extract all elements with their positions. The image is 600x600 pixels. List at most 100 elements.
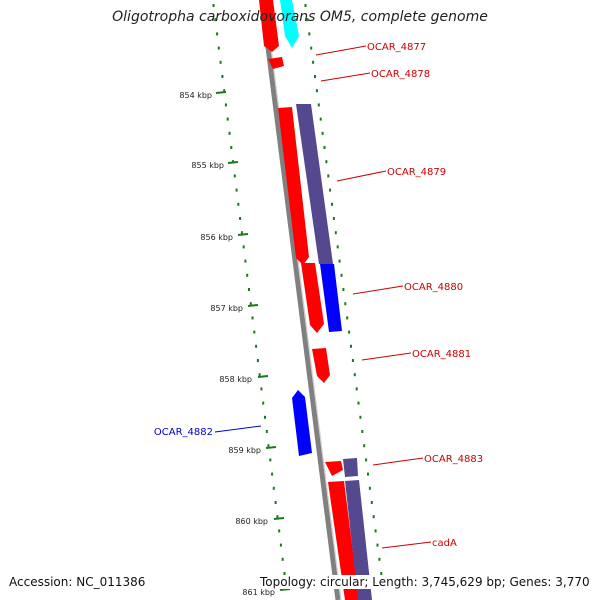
tick-dot [242, 245, 245, 249]
tick-dot [314, 75, 316, 78]
gene-label-ocar-4878[interactable]: OCAR_4878 [371, 69, 430, 80]
tick-dot [359, 415, 362, 419]
tick-dot [264, 415, 266, 419]
tick-dot [353, 373, 356, 377]
tick-dot [336, 245, 339, 249]
tick-dot [253, 330, 256, 334]
feature-ocar-4883-cds[interactable] [325, 461, 343, 476]
tick-dot [256, 359, 259, 362]
tick-dot [344, 302, 347, 306]
tick-dot [363, 444, 366, 448]
tick-dot [221, 75, 224, 78]
topology-text: Topology: circular; Length: 3,745,629 bp… [260, 575, 590, 589]
tick-dot [246, 273, 249, 277]
tick-dot [367, 472, 369, 476]
tick-dot [317, 103, 320, 107]
tick-dot [283, 572, 286, 575]
tick-dot [323, 146, 326, 149]
gene-label-cada[interactable]: cadA [432, 538, 457, 549]
gene-label-ocar-4877[interactable]: OCAR_4877 [367, 42, 426, 53]
tick-dot [332, 217, 335, 220]
tick-dot [329, 188, 332, 192]
tick-dot [230, 146, 233, 149]
feature-ocar-4880-misc[interactable] [320, 264, 342, 332]
tick-dot [304, 4, 307, 7]
tick-dot [346, 316, 349, 320]
tick-dot [279, 543, 282, 547]
scale-tick-label: 860 kbp [235, 517, 268, 526]
tick-dot [306, 18, 309, 22]
tick-dot [376, 543, 379, 547]
tick-dot [228, 131, 231, 135]
tick-dot [325, 160, 328, 164]
tick-dot [235, 188, 238, 192]
genome-title: Oligotropha carboxidovorans OM5, complet… [112, 9, 488, 25]
tick-dot [321, 131, 324, 135]
tick-dot [216, 32, 219, 36]
scale-tick-label: 857 kbp [210, 304, 243, 313]
tick-dot [212, 4, 215, 7]
tick-dot [276, 515, 279, 519]
tick-dot [361, 430, 364, 433]
tick-dot [219, 60, 222, 64]
feature-ocar-4877-cds[interactable] [259, 0, 279, 52]
inner-tick-ring [304, 4, 385, 590]
feature-ocar-4882-cds[interactable] [292, 390, 312, 456]
scale-tick-label: 856 kbp [200, 233, 233, 242]
accession-text: Accession: NC_011386 [9, 575, 146, 589]
tick-dot [327, 174, 330, 178]
outer-tick-ring [212, 4, 288, 590]
tick-dot [380, 572, 383, 575]
tick-dot [226, 117, 229, 121]
feature-cada-misc[interactable] [345, 480, 372, 600]
tick-dot [217, 46, 220, 50]
tick-dot [214, 18, 217, 22]
feature-ocar-4877-misc[interactable] [280, 0, 299, 48]
tick-dot [331, 202, 333, 206]
tick-dot [348, 330, 351, 334]
tick-dot [267, 444, 270, 448]
feature-ocar-4881-cds[interactable] [312, 348, 330, 383]
tick-dot [365, 458, 368, 462]
tick-dot [372, 515, 375, 519]
tick-dot [224, 103, 227, 107]
gene-label-ocar-4883[interactable]: OCAR_4883 [424, 454, 483, 465]
tick-dot [310, 46, 313, 50]
scale-tick-label: 858 kbp [219, 375, 252, 384]
reverse-strand-features [292, 104, 372, 600]
feature-ocar-4879-cds[interactable] [278, 107, 309, 265]
tick-dot [260, 387, 263, 391]
tick-dot [244, 259, 247, 263]
tick-dot [255, 344, 258, 348]
tick-dot [272, 486, 275, 490]
tick-dot [271, 472, 274, 476]
feature-ocar-4878-cds[interactable] [268, 57, 284, 69]
gene-label-ocar-4882[interactable]: OCAR_4882 [154, 427, 213, 438]
tick-dot [223, 89, 226, 93]
gene-labels: OCAR_4877 OCAR_4878 OCAR_4879 OCAR_4880 … [154, 42, 483, 549]
tick-dot [374, 529, 377, 533]
tick-dot [351, 359, 354, 362]
scale-ticks: 854 kbp 855 kbp 856 kbp 857 kbp 858 kbp … [179, 91, 291, 597]
tick-dot [237, 202, 240, 206]
tick-dot [249, 302, 252, 306]
gene-label-ocar-4881[interactable]: OCAR_4881 [412, 349, 471, 360]
tick-dot [370, 501, 373, 504]
gene-label-ocar-4879[interactable]: OCAR_4879 [387, 167, 446, 178]
tick-dot [265, 430, 268, 433]
label-leaders [214, 45, 432, 549]
feature-ocar-4880-cds[interactable] [301, 263, 324, 333]
tick-dot [248, 288, 250, 291]
scale-tick-label: 855 kbp [191, 161, 224, 170]
feature-ocar-4879-misc[interactable] [296, 104, 333, 264]
tick-dot [258, 373, 261, 377]
backbone [259, 0, 342, 600]
gene-label-ocar-4880[interactable]: OCAR_4880 [404, 282, 463, 293]
scale-tick-label: 861 kbp [242, 588, 275, 597]
feature-cada-cds[interactable] [328, 481, 359, 600]
feature-ocar-4883-misc[interactable] [343, 458, 358, 477]
tick-dot [278, 529, 281, 533]
scale-tick-label: 854 kbp [179, 91, 212, 100]
tick-dot [281, 557, 284, 561]
tick-dot [269, 458, 272, 462]
